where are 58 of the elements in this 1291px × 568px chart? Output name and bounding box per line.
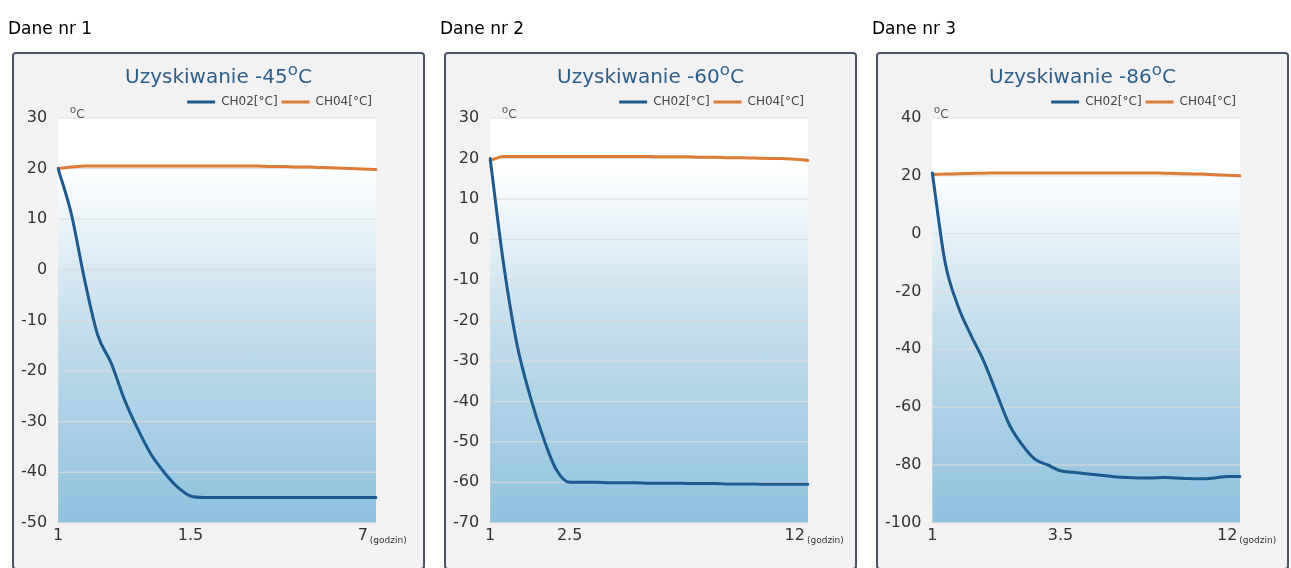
line-series <box>56 167 378 499</box>
y-tick-label: 20 <box>458 147 480 167</box>
x-tick-label: 1 <box>53 524 64 544</box>
y-tick-label: -100 <box>885 511 922 531</box>
x-tick-label: 3.5 <box>1047 524 1074 544</box>
legend-label: CH04[°C] <box>1179 94 1237 109</box>
x-axis-title: (godzin) <box>369 535 407 546</box>
line-series <box>488 156 810 486</box>
y-axis-title: $^{o}$C <box>502 104 517 121</box>
chart-title: Dane nr 2 <box>440 18 525 38</box>
legend-label: CH02[°C] <box>653 94 710 109</box>
y-tick-label: -20 <box>452 309 480 329</box>
y-tick-label: 0 <box>36 258 48 278</box>
chart-subtitle: Uzyskiwanie -86$^{o}$C <box>988 60 1177 88</box>
y-tick-label: 10 <box>458 188 480 208</box>
legend-label: CH04[°C] <box>747 94 805 109</box>
chart-subtitle: Uzyskiwanie -45$^{o}$C <box>124 60 313 88</box>
y-tick-label: -70 <box>452 511 480 531</box>
x-tick-label: 2.5 <box>556 524 583 544</box>
y-tick-label: -20 <box>20 360 48 380</box>
line-series <box>930 171 1242 481</box>
x-tick-label: 7 <box>357 524 368 544</box>
y-tick-label: -30 <box>452 350 480 370</box>
y-tick-label: -30 <box>20 410 48 430</box>
y-tick-label: 10 <box>26 208 48 228</box>
y-axis-title: $^{o}$C <box>70 104 85 121</box>
chart-title: Dane nr 1 <box>8 18 93 38</box>
x-axis-title: (godzin) <box>1239 535 1277 546</box>
legend-label: CH02[°C] <box>1085 94 1142 109</box>
y-tick-label: -50 <box>20 511 48 531</box>
x-tick-label: 1.5 <box>177 524 204 544</box>
y-tick-label: -60 <box>452 471 480 491</box>
x-tick-label: 1 <box>927 524 938 544</box>
y-tick-label: 30 <box>458 107 480 127</box>
y-tick-label: 20 <box>26 157 48 177</box>
x-tick-label: 12 <box>1217 524 1238 544</box>
y-tick-label: -20 <box>895 280 922 300</box>
y-tick-label: -40 <box>20 461 48 481</box>
x-axis-title: (godzin) <box>806 535 844 546</box>
y-tick-label: -10 <box>452 269 480 289</box>
y-tick-label: 0 <box>911 222 922 242</box>
y-tick-label: 40 <box>900 107 922 127</box>
y-tick-label: 20 <box>900 164 922 184</box>
legend-label: CH02[°C] <box>221 94 278 109</box>
y-tick-label: -40 <box>452 390 480 410</box>
y-tick-label: -50 <box>452 431 480 450</box>
chart-subtitle: Uzyskiwanie -60$^{o}$C <box>556 60 745 88</box>
chart-title: Dane nr 3 <box>872 18 957 38</box>
legend-label: CH04[°C] <box>315 94 373 109</box>
y-tick-label: -60 <box>895 396 922 416</box>
y-tick-label: -80 <box>895 454 922 474</box>
y-tick-label: -10 <box>20 309 48 329</box>
x-tick-label: 12 <box>784 524 805 544</box>
y-axis-title: $^{o}$C <box>934 104 949 121</box>
x-tick-label: 1 <box>485 524 496 544</box>
y-tick-label: 30 <box>26 107 48 127</box>
y-tick-label: -40 <box>895 338 922 358</box>
y-tick-label: 0 <box>468 228 480 248</box>
